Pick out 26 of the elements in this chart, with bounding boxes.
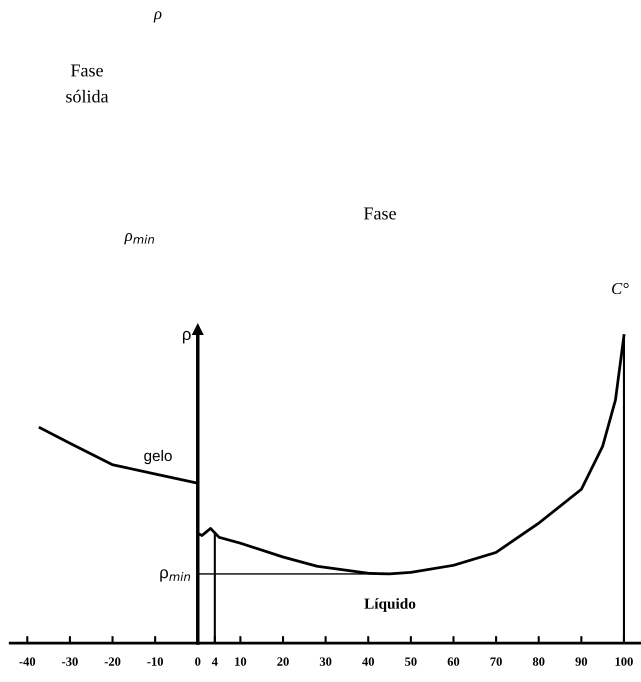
x-tick-label: 20 xyxy=(277,657,289,666)
ref-line-label: ρ$_{min}$ xyxy=(160,569,190,582)
x-tick-label: 10 xyxy=(235,657,246,666)
x-tick-label: 70 xyxy=(490,657,502,666)
text: sólida xyxy=(66,90,108,103)
text: ρ xyxy=(154,11,162,23)
x-tick-label: 30 xyxy=(320,657,332,666)
x-tick-label: -30 xyxy=(62,657,78,666)
x-tick-label: 40 xyxy=(362,657,374,666)
x-tick-label: 4 xyxy=(212,657,218,666)
annotation: gelo xyxy=(144,450,172,464)
x-tick-label: 100 xyxy=(616,657,633,666)
y-axis-title: ρ xyxy=(182,330,191,344)
x-tick-label: -10 xyxy=(147,657,164,666)
x-tick-label: -20 xyxy=(104,657,120,666)
text: ρ$_{min}$ xyxy=(124,233,154,244)
x-tick-label: -40 xyxy=(19,657,36,666)
text: Fase xyxy=(70,64,103,77)
text: Fase xyxy=(364,208,396,220)
x-tick-label: 0 xyxy=(195,657,200,666)
x-tick-label: 60 xyxy=(448,657,460,666)
annotation: Líquido xyxy=(364,598,416,612)
text: C° xyxy=(612,282,629,294)
x-tick-label: 90 xyxy=(575,657,588,666)
x-tick-label: 50 xyxy=(405,657,417,666)
x-tick-label: 80 xyxy=(532,657,544,666)
